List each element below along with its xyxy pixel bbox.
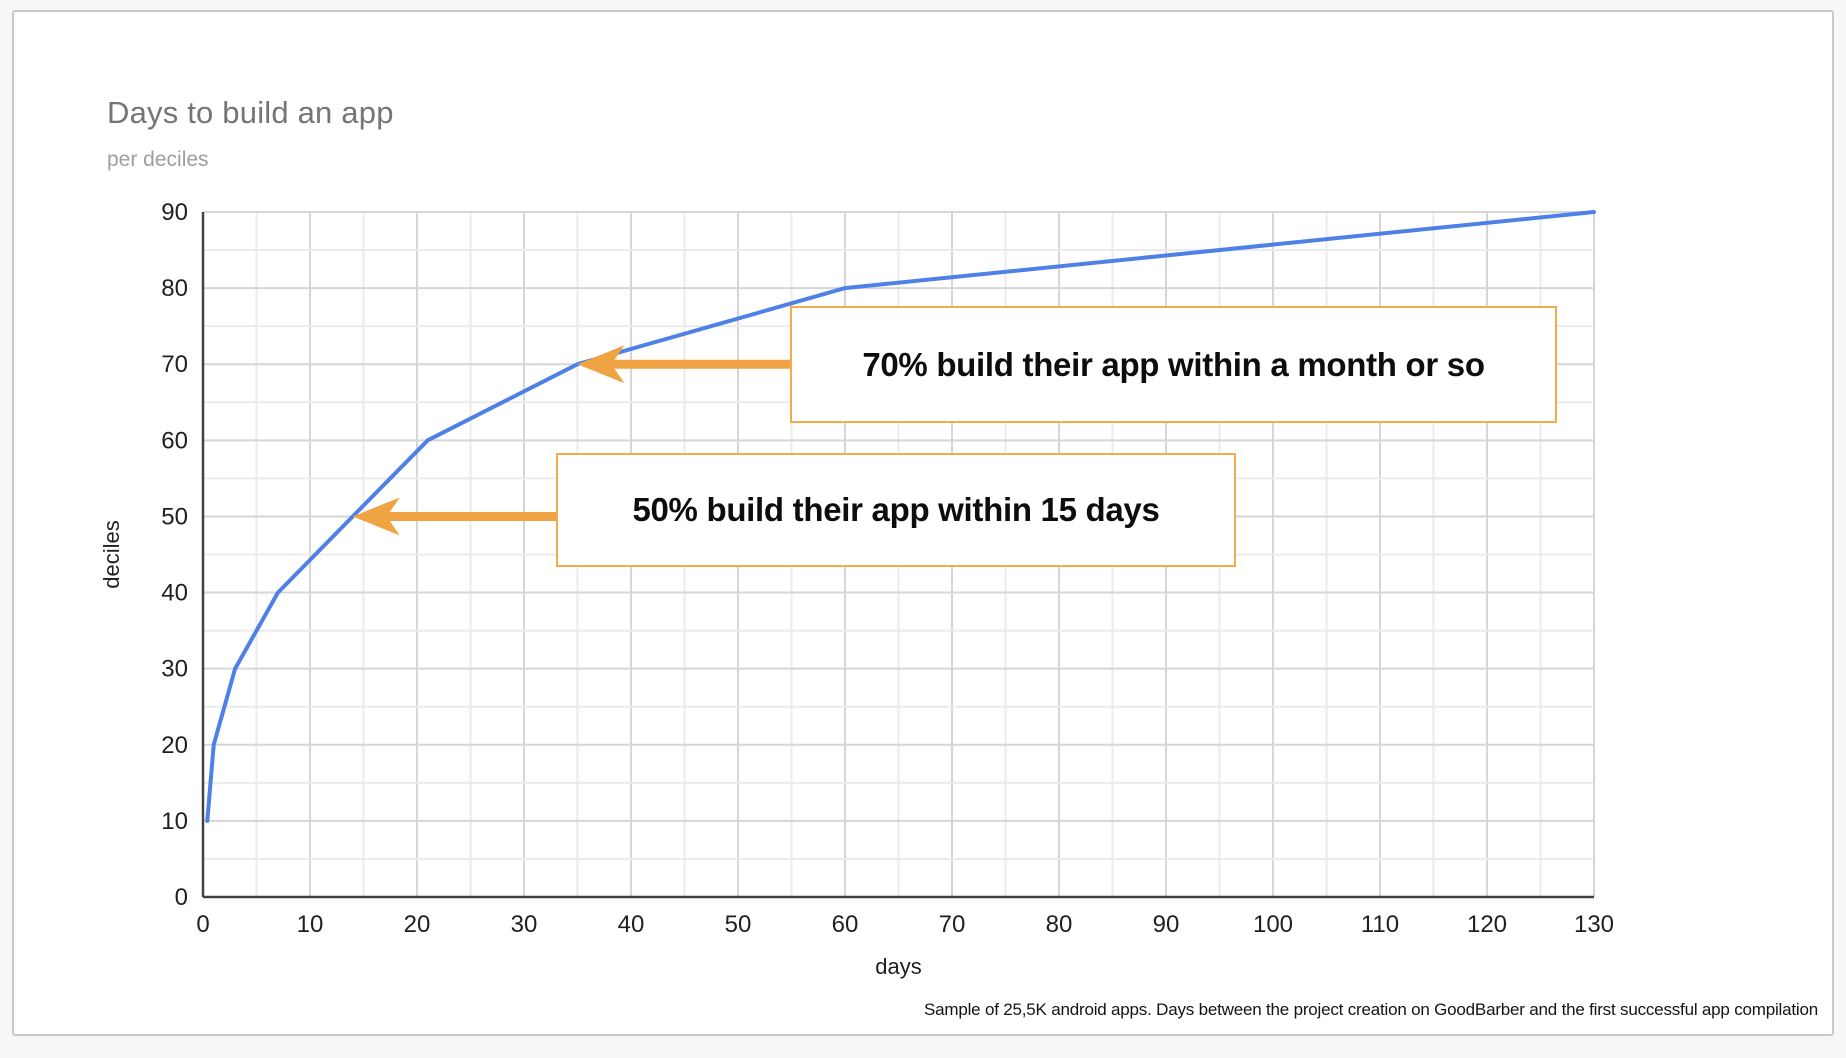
x-tick-label: 100 <box>1253 911 1293 938</box>
y-tick-label: 60 <box>161 427 188 454</box>
x-tick-label: 0 <box>196 911 209 938</box>
chart-title: Days to build an app <box>107 95 394 130</box>
x-tick-label: 20 <box>404 911 431 938</box>
annotation-box-50-percent: 50% build their app within 15 days <box>556 453 1236 567</box>
chart-card: Days to build an app per deciles 0 10 20 30… <box>12 10 1834 1036</box>
annotation-text: 50% build their app within 15 days <box>632 491 1160 528</box>
arrow-70-percent <box>577 345 792 384</box>
y-tick-label: 80 <box>161 275 188 302</box>
y-tick-label: 0 <box>175 884 188 911</box>
x-axis-title: days <box>875 954 921 979</box>
decile-curve <box>205 210 1596 823</box>
x-tick-label: 50 <box>725 911 752 938</box>
x-tick-label: 80 <box>1046 911 1073 938</box>
x-tick-label: 60 <box>832 911 859 938</box>
y-tick-label: 20 <box>161 732 188 759</box>
x-tick-label: 30 <box>511 911 538 938</box>
annotation-text: 70% build their app within a month or so <box>862 345 1485 383</box>
y-tick-label: 30 <box>161 656 188 683</box>
y-tick-label: 10 <box>161 808 188 835</box>
y-tick-label: 70 <box>161 351 188 378</box>
chart-subtitle: per deciles <box>107 148 209 171</box>
y-tick-label: 50 <box>161 503 188 530</box>
x-tick-label: 90 <box>1153 911 1180 938</box>
x-tick-label: 10 <box>297 911 324 938</box>
x-tick-label: 130 <box>1574 911 1614 938</box>
annotation-box-70-percent: 70% build their app within a month or so <box>790 306 1557 423</box>
chart-footnote: Sample of 25,5K android apps. Days betwe… <box>924 1000 1818 1019</box>
x-tick-label: 110 <box>1361 911 1399 938</box>
y-tick-label: 90 <box>161 199 188 226</box>
y-axis-title: deciles <box>99 520 124 588</box>
arrow-50-percent <box>352 497 558 536</box>
y-tick-label: 40 <box>161 580 188 607</box>
x-tick-label: 40 <box>618 911 645 938</box>
x-tick-label: 120 <box>1467 911 1507 938</box>
x-tick-label: 70 <box>939 911 966 938</box>
